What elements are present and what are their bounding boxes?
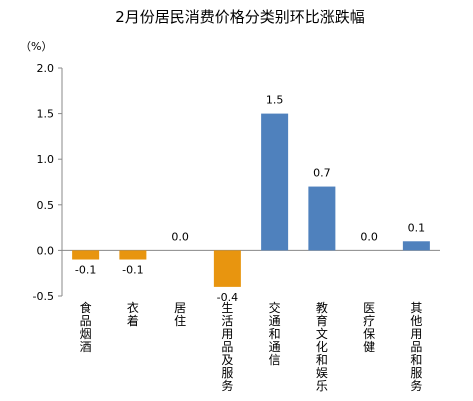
bar <box>308 186 336 251</box>
category-label: 交通和通信 <box>269 300 281 367</box>
data-label: 0.7 <box>313 167 331 180</box>
axes <box>61 68 440 296</box>
y-unit-label: （%） <box>20 40 52 53</box>
bars <box>72 113 430 287</box>
bar <box>402 241 430 251</box>
y-tick-label: 2.0 <box>37 62 55 75</box>
bar <box>119 250 147 260</box>
bar <box>261 113 289 251</box>
y-tick-label: 0.5 <box>37 199 55 212</box>
data-label: 0.1 <box>408 221 426 234</box>
y-tick-label: 1.0 <box>37 153 55 166</box>
category-label: 衣着 <box>127 300 139 328</box>
data-labels: -0.1 -0.1 0.0 -0.4 1.5 0.7 0.0 0.1 <box>75 94 425 304</box>
y-tick-label: -0.5 <box>33 290 54 303</box>
data-label: -0.1 <box>122 264 143 277</box>
y-tick-label: 1.5 <box>37 108 55 121</box>
data-label: 1.5 <box>266 94 284 107</box>
chart-title: 2月份居民消费价格分类别环比涨跌幅 <box>115 8 365 26</box>
data-label: 0.0 <box>360 230 378 243</box>
y-axis-ticks: -0.5 0.0 0.5 1.0 1.5 2.0 <box>33 62 62 303</box>
category-label: 食品烟酒 <box>80 300 92 354</box>
bar <box>72 250 100 260</box>
category-label: 医疗保健 <box>363 301 375 354</box>
y-tick-label: 0.0 <box>37 244 55 257</box>
category-label: 其他用品和服务 <box>410 301 422 393</box>
category-label: 教育文化和娱乐 <box>316 300 328 393</box>
category-label: 生活用品及服务 <box>221 301 233 393</box>
bar <box>213 250 241 287</box>
x-axis-labels: 食品烟酒 衣着 居住 生活用品及服务 交通和通信 教育文化和娱乐 医疗保健 其他用品和服务 <box>80 300 423 393</box>
data-label: 0.0 <box>171 230 189 243</box>
category-label: 居住 <box>174 301 186 328</box>
data-label: -0.1 <box>75 264 96 277</box>
data-label: -0.4 <box>217 291 238 304</box>
